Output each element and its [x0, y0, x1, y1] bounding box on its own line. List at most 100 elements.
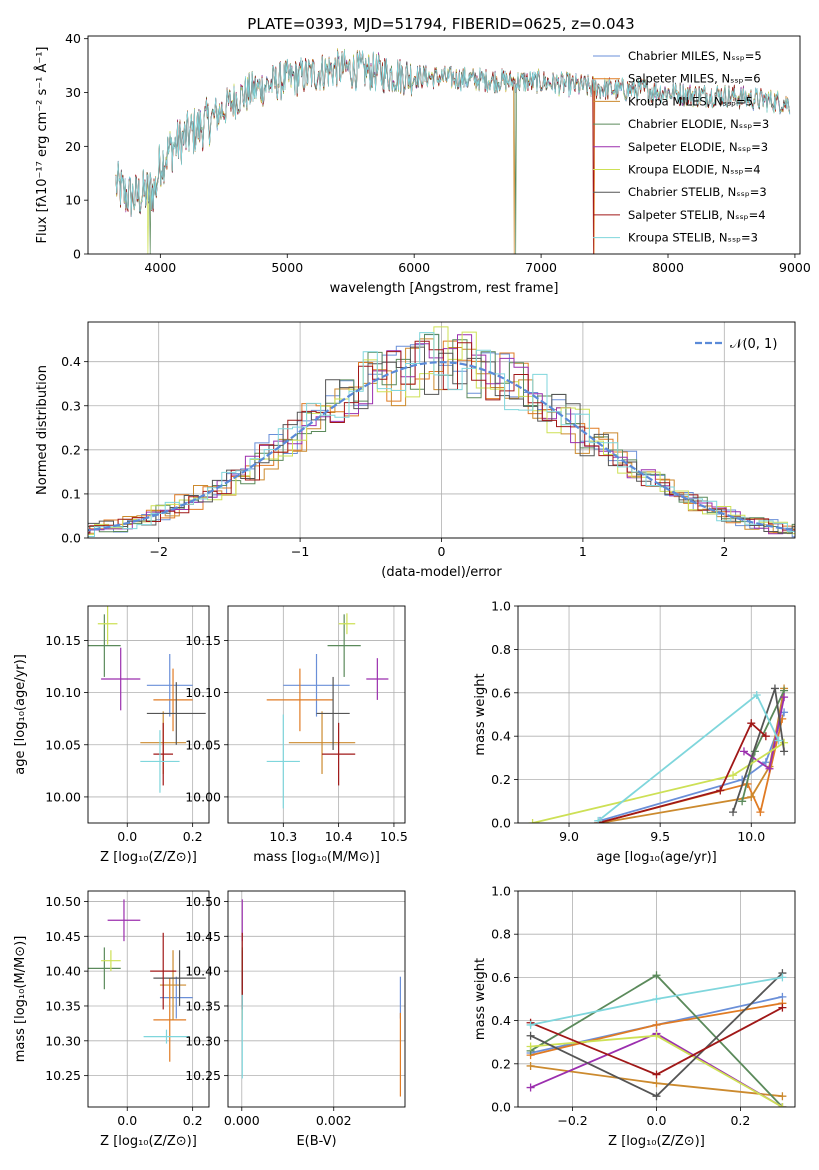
y-axis-label: Flux [fλ10⁻¹⁷ erg cm⁻² s⁻¹ Å⁻¹]: [34, 47, 50, 244]
error-bar-point: [97, 606, 118, 645]
x-tick-label: −1: [291, 544, 309, 559]
y-tick-label: 0.2: [61, 442, 81, 457]
legend-entry: Kroupa STELIB, Nₛₛₚ=3: [628, 231, 758, 245]
x-axis-label: Z [log₁₀(Z/Z⊙)]: [100, 1134, 197, 1149]
age-vs-metallicity-panel: 0.0 0.2 10.00 10.05 10.10 10.15 Z [log₁₀(Z/Z⊙)…: [13, 605, 210, 865]
error-bar-point: [140, 730, 180, 793]
x-tick-label: 10.5: [380, 829, 408, 844]
error-bar-point: [146, 653, 193, 717]
weight-vs-age-panel: 9.0 9.5 10.0 0.0 0.2 0.4 0.6 0.8 1.0 age [log₁₀(a…: [473, 599, 796, 865]
y-tick-label: 30: [65, 85, 81, 100]
error-bar-point: [288, 711, 356, 774]
weight-point-marker: [716, 786, 725, 795]
y-tick-label: 0.6: [491, 685, 511, 700]
error-bar-point: [327, 614, 361, 677]
y-tick-label: 10.15: [45, 633, 81, 648]
y-tick-label: 10.00: [185, 789, 221, 804]
x-tick-label: 6000: [398, 260, 430, 275]
weight-point-marker: [594, 816, 603, 823]
y-tick-label: 10.05: [45, 737, 81, 752]
y-tick-label: 10.40: [45, 964, 81, 979]
y-tick-label: 10.35: [185, 998, 221, 1013]
y-tick-label: 0.2: [491, 1056, 511, 1071]
legend-entry: Kroupa ELODIE, Nₛₛₚ=4: [628, 163, 761, 177]
legend-entry: Salpeter MILES, Nₛₛₚ=6: [628, 72, 761, 86]
x-tick-label: 10.3: [269, 829, 297, 844]
axes-frame: [87, 605, 210, 824]
weight-point-marker: [652, 995, 661, 1003]
x-tick-label: 5000: [271, 260, 303, 275]
spectrum-series-line: [115, 49, 791, 217]
x-tick-label: 2: [720, 544, 728, 559]
weight-point-marker: [778, 1003, 787, 1012]
weight-point-marker: [761, 732, 770, 741]
weight-point-marker: [528, 819, 537, 823]
weight-point-marker: [778, 1103, 787, 1107]
weight-point-marker: [652, 1070, 661, 1079]
error-bar-point: [316, 676, 350, 750]
spectrum-panel: 4000 5000 6000 7000 8000 9000 0 10 20 30 40 wavelen…: [34, 31, 811, 296]
error-bar-point: [101, 647, 141, 711]
error-bar-point: [153, 668, 193, 732]
error-bar-point: [88, 947, 121, 990]
x-tick-label: 8000: [652, 260, 684, 275]
plot-area: [266, 613, 389, 809]
error-bar-point: [338, 613, 356, 635]
x-tick-label: 9000: [779, 260, 811, 275]
axes-frame: [227, 890, 406, 1108]
error-bar-point: [153, 950, 206, 1006]
x-tick-label: 9.0: [559, 829, 579, 844]
weight-series-line: [597, 721, 767, 823]
error-bar-point: [143, 1029, 190, 1044]
error-bar-point: [88, 614, 121, 677]
y-tick-label: 0.8: [491, 927, 511, 942]
spectrum-title: PLATE=0393, MJD=51794, FIBERID=0625, z=0…: [247, 15, 634, 33]
error-bar-point: [150, 932, 177, 1010]
x-axis-label: Z [log₁₀(Z/Z⊙)]: [100, 850, 197, 865]
x-tick-label: 0.0: [647, 1113, 667, 1128]
legend-entry: Chabrier MILES, Nₛₛₚ=5: [628, 49, 762, 63]
histogram-step-line: [88, 334, 795, 535]
x-tick-label: −2: [149, 544, 167, 559]
error-bar-point: [146, 682, 206, 745]
weight-point-marker: [761, 758, 770, 767]
weight-point-marker: [526, 1083, 535, 1092]
y-axis-label: age [log₁₀(age/yr)]: [13, 654, 28, 775]
mass-vs-metallicity-panel: 0.0 0.2 10.25 10.30 10.35 10.40 10.45 10.50 Z [l…: [13, 890, 210, 1149]
legend-entry: Salpeter STELIB, Nₛₛₚ=4: [628, 208, 766, 222]
y-tick-label: 10.35: [45, 998, 81, 1013]
y-tick-label: 10.05: [185, 737, 221, 752]
legend-entry: Chabrier ELODIE, Nₛₛₚ=3: [628, 117, 769, 131]
error-bar-point: [159, 976, 193, 1019]
y-axis-label: mass weight: [473, 673, 488, 755]
x-axis-label: E(B-V): [296, 1134, 336, 1149]
error-bar-point: [366, 658, 389, 700]
error-bar-point: [266, 714, 300, 809]
weight-point-marker: [652, 1031, 661, 1040]
weight-point-marker: [780, 747, 789, 756]
axes-frame: [87, 35, 801, 255]
error-bar-point: [153, 722, 174, 786]
x-tick-label: 0.2: [730, 1113, 750, 1128]
y-axis-label: mass weight: [473, 958, 488, 1040]
legend-entry: Kroupa MILES, Nₛₛₚ=5: [628, 94, 753, 108]
plot-area: [115, 48, 791, 254]
weight-point-marker: [526, 1061, 535, 1070]
legend-entry: 𝒩(0, 1): [730, 337, 777, 352]
weight-point-marker: [652, 1079, 661, 1088]
weight-point-marker: [526, 1031, 535, 1040]
y-tick-label: 40: [65, 31, 81, 46]
weight-point-marker: [526, 1042, 535, 1051]
error-bar-point: [322, 722, 356, 786]
y-tick-label: 1.0: [491, 599, 511, 614]
y-tick-label: 0.0: [491, 816, 511, 831]
x-tick-label: 0.002: [316, 1113, 352, 1128]
residual-histogram-panel: −2 −1 0 1 2 0.0 0.1 0.2 0.3 0.4 (data-model)/error…: [35, 321, 796, 580]
y-tick-label: 10.50: [45, 894, 81, 909]
y-tick-label: 10.10: [185, 685, 221, 700]
weight-series-line: [599, 688, 785, 823]
x-axis-label: age [log₁₀(age/yr)]: [596, 850, 717, 865]
weight-point-marker: [747, 792, 756, 801]
y-tick-label: 10.10: [45, 685, 81, 700]
